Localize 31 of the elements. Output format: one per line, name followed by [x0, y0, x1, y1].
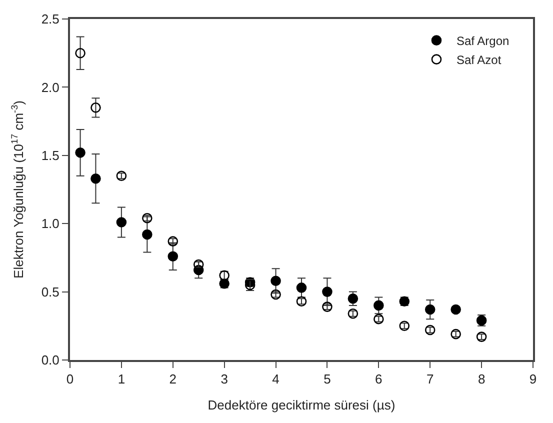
y-tick-label: 1.5: [41, 148, 60, 163]
y-tick-label: 2.5: [41, 12, 60, 27]
point: [90, 102, 101, 113]
point: [374, 300, 384, 311]
x-tick-label: 3: [220, 372, 228, 387]
point: [168, 251, 178, 262]
x-tick-label: 5: [324, 372, 331, 387]
y-tick-label: 0.5: [41, 284, 60, 300]
point: [75, 148, 86, 158]
x-tick-label: 0: [66, 372, 74, 387]
point: [142, 229, 152, 240]
x-tick-label: 1: [118, 372, 126, 387]
x-tick-label: 8: [478, 372, 486, 387]
point: [90, 173, 101, 184]
x-tick-label: 9: [529, 372, 537, 387]
point: [296, 282, 307, 293]
point: [322, 286, 332, 297]
legend-label: Saf Azot: [456, 53, 502, 67]
point: [116, 217, 127, 228]
x-tick-label: 6: [375, 372, 382, 387]
point: [75, 48, 86, 58]
legend-label: Saf Argon: [456, 34, 510, 48]
y-tick-label: 0.0: [41, 352, 60, 368]
x-axis-title: Dedektöre geciktirme süresi (µs): [208, 398, 396, 413]
point: [270, 276, 281, 286]
x-tick-label: 4: [272, 372, 280, 387]
point: [424, 304, 436, 315]
x-tick-label: 7: [426, 372, 434, 387]
x-tick-label: 2: [169, 372, 177, 387]
y-tick-label: 2.0: [41, 80, 60, 95]
y-tick-label: 1.0: [41, 216, 60, 232]
